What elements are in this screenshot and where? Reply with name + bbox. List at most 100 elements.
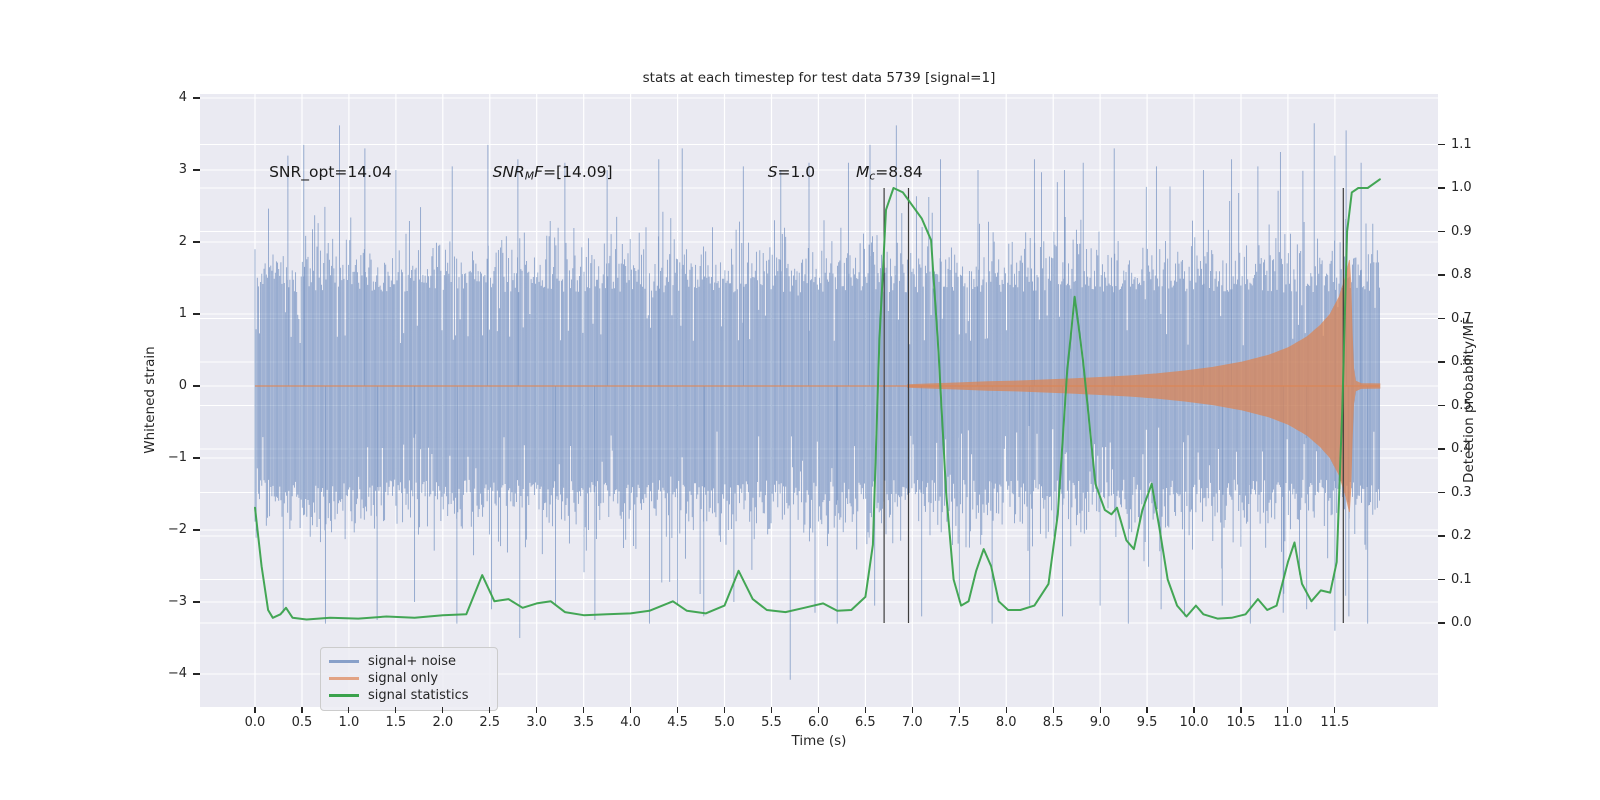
x-tick-mark [1099, 707, 1101, 713]
y-right-tick-mark [1438, 448, 1445, 450]
y-right-tick-mark [1438, 187, 1445, 189]
legend-label: signal+ noise [368, 654, 457, 669]
annotation-3: Mc=8.84 [856, 163, 923, 183]
y-right-tick-label: 0.7 [1451, 310, 1472, 326]
legend-label: signal only [368, 671, 439, 686]
annotation-1: SNRMF=[14.09] [493, 163, 613, 183]
annotation-segment: M [524, 169, 535, 183]
y-left-tick-label: −4 [167, 666, 187, 681]
annotation-2: S=1.0 [768, 163, 815, 181]
annotation-segment: S [767, 162, 778, 181]
y-left-tick-label: 2 [178, 234, 187, 249]
legend-swatch-signal-statistics [329, 694, 359, 697]
annotation-segment: F [534, 162, 544, 181]
annotation-segment: M [855, 162, 870, 181]
x-tick-mark [676, 707, 679, 713]
x-tick-label: 7.0 [901, 715, 923, 730]
x-tick-label: 8.0 [995, 715, 1017, 730]
y-right-tick-mark [1438, 143, 1445, 146]
y-right-tick-mark [1438, 274, 1445, 276]
x-tick-mark [1005, 707, 1007, 713]
y-right-tick-mark [1438, 535, 1445, 537]
y-left-tick-mark [193, 241, 200, 243]
y-right-tick-mark [1438, 361, 1445, 363]
y-right-tick-label: 0.6 [1451, 354, 1472, 369]
y-left-tick-mark [193, 313, 200, 315]
x-tick-label: 9.0 [1089, 715, 1111, 730]
x-tick-mark [442, 707, 444, 713]
x-tick-label: 0.0 [244, 715, 266, 730]
y-right-tick-label: 1.0 [1451, 180, 1472, 195]
y-left-tick-mark [193, 385, 200, 387]
x-tick-mark [911, 707, 913, 713]
x-tick-mark [254, 707, 256, 713]
x-tick-label: 2.0 [432, 715, 454, 730]
y-left-tick-label: −2 [167, 522, 187, 537]
x-tick-mark [864, 707, 866, 713]
y-right-tick-mark [1438, 230, 1445, 233]
x-tick-mark [1287, 707, 1289, 713]
x-tick-label: 5.5 [761, 715, 782, 730]
y-right-tick-mark [1438, 404, 1445, 407]
x-tick-mark [1240, 707, 1242, 713]
annotation-segment: =[14.09] [543, 162, 613, 181]
legend: signal+ noise signal only signal statist… [320, 647, 498, 711]
x-tick-label: 10.5 [1226, 715, 1256, 730]
x-tick-label: 1.0 [338, 715, 360, 730]
x-tick-mark [395, 707, 397, 713]
x-tick-mark [301, 707, 303, 713]
x-tick-label: 0.5 [291, 715, 313, 730]
y-left-tick-label: −1 [167, 450, 187, 465]
signal-only-chirp-envelope [907, 259, 1381, 513]
x-tick-mark [630, 707, 632, 713]
y-left-tick-label: 1 [178, 306, 187, 321]
y-left-tick-mark [193, 529, 200, 531]
y-right-tick-label: 0.9 [1451, 223, 1472, 239]
y-right-tick-mark [1438, 622, 1445, 624]
y-left-tick-mark [193, 457, 200, 459]
y-left-tick-label: −3 [167, 594, 187, 609]
x-tick-mark [583, 707, 585, 713]
annotation-segment: =8.84 [875, 162, 923, 181]
y-right-tick-label: 0.3 [1451, 484, 1472, 500]
x-tick-label: 10.0 [1179, 715, 1209, 730]
annotation-segment: SNR_opt=14.04 [269, 162, 392, 181]
y-right-tick-mark [1438, 317, 1445, 320]
x-tick-label: 11.5 [1320, 715, 1350, 730]
annotation-segment: c [869, 169, 876, 183]
x-tick-mark [348, 707, 350, 713]
y-right-tick-mark [1438, 491, 1445, 494]
x-tick-label: 5.0 [714, 715, 735, 730]
x-tick-mark [723, 707, 726, 713]
y-right-tick-label: 0.4 [1451, 441, 1472, 456]
y-right-tick-label: 0.0 [1451, 615, 1472, 630]
x-tick-mark [536, 707, 538, 713]
x-tick-label: 6.5 [855, 715, 876, 730]
y-right-tick-label: 1.1 [1451, 136, 1472, 152]
legend-swatch-signal-only [329, 677, 359, 680]
plot-panel [200, 94, 1438, 707]
x-tick-label: 3.0 [526, 715, 548, 730]
y-right-tick-label: 0.5 [1451, 397, 1472, 413]
x-tick-mark [817, 707, 819, 713]
y-right-tick-label: 0.8 [1451, 267, 1472, 282]
legend-item-signal-only: signal only [329, 670, 489, 687]
x-tick-label: 4.0 [620, 715, 641, 730]
annotation-0: SNR_opt=14.04 [269, 163, 392, 181]
x-tick-mark [958, 707, 960, 713]
x-tick-label: 4.5 [667, 715, 688, 730]
x-tick-label: 3.5 [573, 715, 594, 730]
y-right-tick-label: 0.1 [1451, 571, 1472, 587]
x-tick-label: 6.0 [808, 715, 829, 730]
y-left-tick-mark [193, 673, 200, 675]
y-left-tick-label: 0 [178, 378, 187, 393]
y-right-tick-label: 0.2 [1451, 528, 1472, 543]
plot-area [200, 94, 1438, 707]
x-tick-label: 1.5 [385, 715, 407, 730]
y-left-tick-label: 4 [178, 90, 187, 105]
x-tick-mark [1052, 707, 1054, 713]
legend-swatch-signal-noise [329, 660, 359, 663]
y-left-tick-mark [193, 97, 200, 99]
x-tick-mark [770, 707, 773, 713]
